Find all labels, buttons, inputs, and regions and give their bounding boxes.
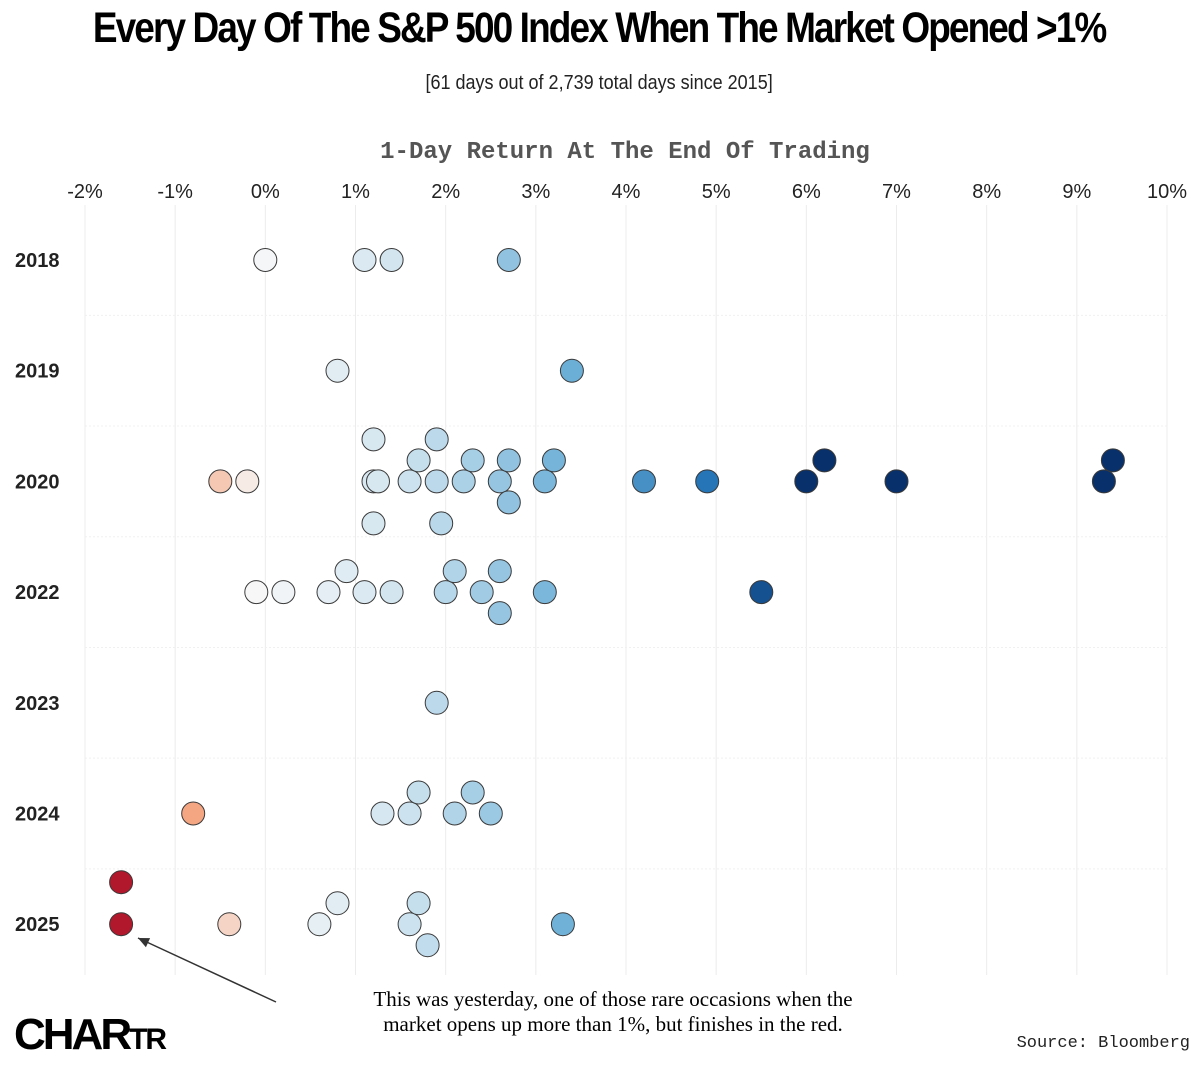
data-point: [325, 891, 350, 916]
data-point: [397, 801, 422, 826]
logo-small: TR: [129, 1023, 167, 1056]
x-tick-label: 7%: [882, 181, 911, 203]
data-point: [559, 358, 584, 383]
data-point: [496, 490, 521, 515]
data-point: [406, 448, 431, 473]
x-tick-label: 6%: [792, 181, 821, 203]
y-tick-labels: 2018 2019 2020 2022 2023 2024 2025: [15, 250, 60, 936]
data-point: [433, 580, 458, 605]
y-tick-label: 2023: [15, 693, 60, 715]
data-point: [397, 469, 422, 494]
data-point: [478, 801, 503, 826]
data-point: [496, 448, 521, 473]
y-tick-label: 2025: [15, 914, 60, 936]
data-point: [271, 580, 296, 605]
data-point: [109, 912, 134, 937]
x-tick-label: 1%: [341, 181, 370, 203]
x-tick-label: 3%: [521, 181, 550, 203]
x-tick-label: 4%: [612, 181, 641, 203]
data-point: [352, 580, 377, 605]
x-tick-label: 0%: [251, 181, 280, 203]
annotation-line-2: market opens up more than 1%, but finish…: [383, 1012, 843, 1036]
data-point: [397, 912, 422, 937]
data-point: [487, 469, 512, 494]
data-point: [429, 511, 454, 536]
data-point: [406, 891, 431, 916]
data-point: [632, 469, 656, 494]
chart-subtitle: [61 days out of 2,739 total days since 2…: [425, 72, 773, 94]
logo-main: CHAR: [14, 1010, 132, 1059]
chart-title: Every Day Of The S&P 500 Index When The …: [92, 4, 1107, 52]
data-point: [451, 469, 476, 494]
data-point: [442, 559, 467, 584]
data-point: [487, 601, 512, 626]
chartr-logo: CHARTR: [14, 1010, 167, 1060]
x-tick-label: 10%: [1147, 181, 1187, 203]
x-tick-label: 8%: [972, 181, 1001, 203]
data-point: [532, 580, 557, 605]
y-tick-label: 2019: [15, 361, 60, 383]
data-point: [424, 690, 449, 715]
annotation-arrowhead: [138, 938, 151, 948]
data-point: [532, 469, 557, 494]
annotation: This was yesterday, one of those rare oc…: [137, 937, 853, 1036]
y-tick-label: 2022: [15, 582, 60, 604]
data-point: [361, 427, 386, 452]
data-point: [469, 580, 494, 605]
data-point: [253, 248, 278, 272]
data-point: [244, 580, 269, 605]
data-point: [334, 559, 359, 584]
data-point: [424, 469, 449, 494]
data-point: [415, 933, 440, 958]
y-tick-label: 2020: [15, 471, 60, 493]
data-point: [460, 448, 485, 473]
data-point: [695, 469, 720, 494]
data-point: [749, 580, 774, 605]
data-point: [181, 801, 206, 826]
data-points: [109, 248, 1125, 958]
source-note: Source: Bloomberg: [1017, 1034, 1190, 1053]
x-tick-label: 2%: [431, 181, 460, 203]
data-point: [541, 448, 566, 473]
data-point: [361, 511, 386, 536]
data-point: [550, 912, 575, 937]
data-point: [352, 248, 377, 272]
data-point: [316, 580, 341, 605]
data-point: [379, 248, 404, 272]
x-tick-label: 9%: [1062, 181, 1091, 203]
y-tick-label: 2024: [15, 804, 60, 826]
data-point: [460, 780, 485, 805]
data-point: [208, 469, 233, 494]
data-point: [235, 469, 260, 494]
x-tick-label: -1%: [157, 181, 193, 203]
data-point: [370, 801, 395, 826]
data-point: [1091, 469, 1116, 494]
data-point: [884, 469, 909, 494]
data-point: [109, 870, 134, 895]
data-point: [325, 358, 350, 383]
x-tick-label: 5%: [702, 181, 731, 203]
annotation-line-1: This was yesterday, one of those rare oc…: [373, 987, 852, 1011]
annotation-arrow: [137, 937, 277, 1003]
x-axis-title: 1-Day Return At The End Of Trading: [380, 139, 870, 166]
data-point: [217, 912, 242, 937]
data-point: [307, 912, 332, 937]
data-point: [496, 248, 521, 272]
data-point: [794, 469, 819, 494]
data-point: [424, 427, 449, 452]
data-point: [1100, 448, 1125, 473]
x-tick-label: -2%: [67, 181, 103, 203]
data-point: [406, 780, 431, 805]
y-tick-label: 2018: [15, 250, 60, 272]
data-point: [442, 801, 467, 826]
data-point: [812, 448, 837, 473]
x-tick-labels: -2% -1% 0% 1% 2% 3% 4% 5% 6% 7% 8% 9% 10%: [67, 181, 1187, 203]
data-point: [366, 469, 390, 494]
data-point: [379, 580, 404, 605]
data-point: [487, 559, 512, 584]
